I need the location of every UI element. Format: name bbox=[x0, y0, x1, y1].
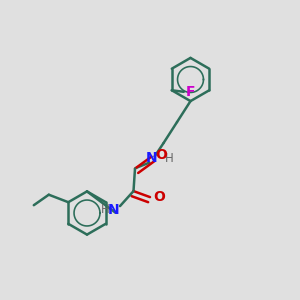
Text: H: H bbox=[100, 203, 109, 216]
Text: F: F bbox=[185, 85, 195, 99]
Text: N: N bbox=[108, 203, 119, 217]
Text: N: N bbox=[146, 151, 157, 165]
Text: O: O bbox=[155, 148, 167, 162]
Text: H: H bbox=[165, 152, 174, 165]
Text: O: O bbox=[154, 190, 166, 203]
